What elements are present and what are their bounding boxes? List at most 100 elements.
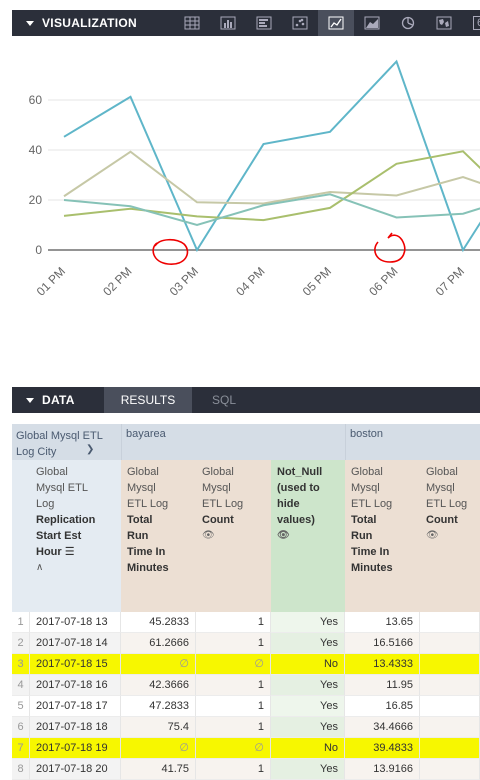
annotation-circle-07pm bbox=[374, 232, 406, 263]
cell-n: 5 bbox=[12, 696, 30, 717]
cell-notnull: No bbox=[271, 654, 345, 675]
data-title: DATA bbox=[42, 393, 75, 407]
pivot-dimension-label: Global Mysql ETL Log City bbox=[16, 430, 103, 458]
cell-n: 3 bbox=[12, 654, 30, 675]
cell-hour: 2017-07-18 20 bbox=[30, 759, 121, 780]
table-row[interactable]: 5 2017-07-18 17 47.2833 1 Yes 16.85 bbox=[12, 696, 480, 717]
dim-h-5: Start Est bbox=[36, 530, 82, 542]
measure-header-line: ETL Log bbox=[426, 498, 468, 510]
table-icon[interactable] bbox=[174, 10, 210, 36]
measure-header-total-boston[interactable]: Global Mysql ETL Log Total Run Time In Minutes bbox=[345, 460, 420, 612]
series-line-0[interactable] bbox=[63, 59, 480, 253]
single-value-glyph: 6 bbox=[472, 16, 480, 30]
single-value-icon[interactable]: 6 bbox=[462, 10, 480, 36]
visualization-header: VISUALIZATION 6 bbox=[12, 10, 480, 36]
map-icon[interactable] bbox=[426, 10, 462, 36]
measure-header-line: Run bbox=[351, 530, 373, 542]
x-tick-label: 06 PM bbox=[366, 264, 400, 298]
collapse-caret-icon[interactable] bbox=[26, 20, 34, 26]
pivot-dimension-header[interactable]: Global Mysql ETL Log City ❯ bbox=[12, 424, 121, 460]
measure-header-line: Total bbox=[127, 514, 153, 526]
measure-header-line: ETL Log bbox=[351, 498, 393, 510]
hidden-eye-icon[interactable]: 👁 bbox=[202, 530, 215, 541]
table-row[interactable]: 2 2017-07-18 14 61.2666 1 Yes 16.5166 bbox=[12, 633, 480, 654]
measure-header-line: ETL Log bbox=[127, 498, 169, 510]
area-chart-icon[interactable] bbox=[354, 10, 390, 36]
bar-chart-icon[interactable] bbox=[246, 10, 282, 36]
measure-header-line: values) bbox=[277, 514, 315, 526]
cell-hour: 2017-07-18 17 bbox=[30, 696, 121, 717]
measure-header-line: Count bbox=[202, 514, 234, 526]
dimension-header[interactable]: Global Mysql ETL Log Replication Start E… bbox=[30, 460, 121, 612]
cell-notnull: Yes bbox=[271, 612, 345, 633]
pivot-value-boston: boston bbox=[345, 424, 480, 460]
cell-b_total: 13.65 bbox=[345, 612, 420, 633]
series-line-1[interactable] bbox=[63, 150, 480, 205]
measure-header-line: Mysql bbox=[202, 482, 231, 494]
measure-header-line: Run bbox=[127, 530, 149, 542]
measure-header-line: Time In bbox=[127, 546, 166, 558]
cell-hour: 2017-07-18 14 bbox=[30, 633, 121, 654]
cell-n: 1 bbox=[12, 612, 30, 633]
y-tick-label: 60 bbox=[29, 93, 43, 107]
measure-header-line: Mysql bbox=[426, 482, 455, 494]
cell-total: 47.2833 bbox=[121, 696, 196, 717]
collapse-caret-icon[interactable] bbox=[26, 397, 34, 403]
measure-header-count-boston[interactable]: Global Mysql ETL Log Count 👁 bbox=[420, 460, 480, 612]
cell-b_count bbox=[420, 675, 480, 696]
visualization-toggle[interactable]: VISUALIZATION bbox=[12, 16, 137, 30]
hidden-eye-icon[interactable]: 👁 bbox=[426, 530, 439, 541]
measure-header-line: Time In bbox=[351, 546, 390, 558]
pivot-value-bayarea: bayarea bbox=[121, 424, 345, 460]
table-row[interactable]: 1 2017-07-18 13 45.2833 1 Yes 13.65 bbox=[12, 612, 480, 633]
data-toggle[interactable]: DATA bbox=[12, 393, 75, 407]
cell-b_total: 13.4333 bbox=[345, 654, 420, 675]
tab-sql[interactable]: SQL bbox=[211, 393, 236, 407]
measure-header-total-bayarea[interactable]: Global Mysql ETL Log Total Run Time In Minutes bbox=[121, 460, 196, 612]
cell-count: 1 bbox=[196, 633, 271, 654]
annotation-circle-03pm bbox=[152, 238, 189, 265]
measure-header-line: Mysql bbox=[351, 482, 380, 494]
sort-ascending-icon[interactable]: ∧ bbox=[36, 562, 44, 573]
measure-header-line: Global bbox=[351, 466, 383, 478]
cell-total: ∅ bbox=[121, 654, 196, 675]
cell-n: 2 bbox=[12, 633, 30, 654]
cell-count: 1 bbox=[196, 696, 271, 717]
table-row[interactable]: 8 2017-07-18 20 41.75 1 Yes 13.9166 bbox=[12, 759, 480, 780]
line-chart-icon[interactable] bbox=[318, 10, 354, 36]
data-header: DATA RESULTS SQL bbox=[12, 387, 480, 413]
cell-n: 7 bbox=[12, 738, 30, 759]
cell-b_count bbox=[420, 717, 480, 738]
cell-b_count bbox=[420, 759, 480, 780]
measure-header-line: Count bbox=[426, 514, 458, 526]
cell-hour: 2017-07-18 19 bbox=[30, 738, 121, 759]
pie-chart-icon[interactable] bbox=[390, 10, 426, 36]
cell-n: 6 bbox=[12, 717, 30, 738]
cell-notnull: No bbox=[271, 738, 345, 759]
cell-b_total: 11.95 bbox=[345, 675, 420, 696]
table-row[interactable]: 7 2017-07-18 19 ∅ ∅ No 39.4833 bbox=[12, 738, 480, 759]
series-line-2[interactable] bbox=[63, 150, 480, 222]
cell-b_count bbox=[420, 696, 480, 717]
x-tick-label: 05 PM bbox=[300, 264, 334, 298]
measure-header-line: hide bbox=[277, 498, 300, 510]
cell-total: 42.3666 bbox=[121, 675, 196, 696]
scatter-icon[interactable] bbox=[282, 10, 318, 36]
cell-hour: 2017-07-18 18 bbox=[30, 717, 121, 738]
table-row[interactable]: 6 2017-07-18 18 75.4 1 Yes 34.4666 bbox=[12, 717, 480, 738]
cell-b_count bbox=[420, 738, 480, 759]
measure-header-line: (used to bbox=[277, 482, 320, 494]
chevron-right-icon: ❯ bbox=[86, 444, 95, 455]
measure-header-line: Mysql bbox=[127, 482, 156, 494]
sort-lines-icon[interactable]: ☰ bbox=[64, 546, 75, 558]
measure-header-count-bayarea[interactable]: Global Mysql ETL Log Count 👁 bbox=[196, 460, 271, 612]
cell-b_total: 16.5166 bbox=[345, 633, 420, 654]
table-row[interactable]: 3 2017-07-18 15 ∅ ∅ No 13.4333 bbox=[12, 654, 480, 675]
measure-header-not-null[interactable]: Not_Null (used to hide values) 👁 bbox=[271, 460, 345, 612]
table-row[interactable]: 4 2017-07-18 16 42.3666 1 Yes 11.95 bbox=[12, 675, 480, 696]
cell-hour: 2017-07-18 16 bbox=[30, 675, 121, 696]
series-line-3[interactable] bbox=[63, 193, 480, 227]
hidden-eye-icon[interactable]: 👁 bbox=[277, 530, 290, 541]
column-chart-icon[interactable] bbox=[210, 10, 246, 36]
tab-results[interactable]: RESULTS bbox=[104, 387, 192, 413]
